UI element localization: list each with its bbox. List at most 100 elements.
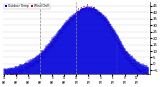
Point bbox=[50, 44, 52, 46]
Point bbox=[51, 45, 54, 46]
Point bbox=[124, 55, 126, 56]
Point bbox=[66, 23, 69, 24]
Point bbox=[113, 40, 116, 41]
Point bbox=[41, 55, 44, 57]
Point bbox=[23, 66, 26, 68]
Point bbox=[36, 60, 38, 61]
Point bbox=[110, 29, 113, 31]
Point bbox=[92, 7, 95, 9]
Point bbox=[20, 72, 23, 74]
Point bbox=[40, 53, 43, 54]
Point bbox=[125, 58, 128, 59]
Point bbox=[28, 63, 31, 64]
Point bbox=[111, 30, 113, 31]
Point bbox=[71, 17, 74, 18]
Point bbox=[145, 74, 148, 76]
Point bbox=[75, 15, 77, 16]
Point bbox=[30, 64, 32, 65]
Point bbox=[61, 29, 64, 31]
Point bbox=[28, 64, 31, 65]
Point bbox=[14, 73, 17, 75]
Point bbox=[122, 52, 125, 53]
Point bbox=[33, 61, 36, 62]
Point bbox=[77, 13, 80, 14]
Point bbox=[136, 69, 138, 70]
Point bbox=[145, 76, 148, 77]
Point bbox=[29, 64, 31, 66]
Point bbox=[20, 70, 23, 71]
Point bbox=[6, 74, 8, 75]
Point bbox=[44, 50, 47, 51]
Point bbox=[4, 74, 7, 76]
Point bbox=[138, 70, 140, 71]
Point bbox=[82, 5, 84, 7]
Point bbox=[100, 17, 102, 18]
Point bbox=[102, 18, 104, 20]
Point bbox=[135, 66, 138, 68]
Point bbox=[72, 14, 75, 16]
Point bbox=[6, 75, 9, 77]
Point bbox=[107, 23, 110, 25]
Point bbox=[26, 67, 28, 68]
Point bbox=[31, 65, 33, 67]
Point bbox=[83, 6, 85, 7]
Point bbox=[79, 9, 82, 10]
Point bbox=[78, 13, 81, 14]
Point bbox=[26, 63, 29, 64]
Point bbox=[83, 7, 86, 9]
Point bbox=[121, 50, 124, 51]
Point bbox=[138, 69, 140, 70]
Point bbox=[56, 36, 59, 37]
Point bbox=[86, 8, 88, 9]
Point bbox=[30, 62, 33, 64]
Point bbox=[56, 41, 59, 42]
Point bbox=[117, 39, 119, 41]
Point bbox=[61, 26, 64, 28]
Point bbox=[140, 70, 143, 72]
Point bbox=[72, 15, 74, 16]
Point bbox=[128, 61, 130, 62]
Point bbox=[78, 13, 80, 14]
Point bbox=[108, 26, 110, 28]
Point bbox=[137, 70, 140, 71]
Point bbox=[19, 68, 21, 70]
Point bbox=[136, 69, 139, 70]
Point bbox=[28, 67, 30, 68]
Point bbox=[50, 43, 53, 45]
Point bbox=[103, 17, 105, 18]
Point bbox=[105, 21, 108, 23]
Point bbox=[133, 65, 135, 66]
Point bbox=[70, 18, 73, 19]
Point bbox=[34, 61, 36, 63]
Point bbox=[41, 55, 44, 56]
Point bbox=[77, 7, 80, 9]
Point bbox=[4, 77, 7, 79]
Point bbox=[23, 66, 25, 67]
Point bbox=[29, 65, 32, 66]
Point bbox=[44, 50, 47, 52]
Point bbox=[100, 14, 102, 15]
Point bbox=[33, 64, 36, 66]
Point bbox=[145, 71, 147, 73]
Point bbox=[58, 33, 60, 35]
Point bbox=[90, 9, 93, 10]
Point bbox=[12, 73, 15, 75]
Point bbox=[49, 47, 52, 48]
Point bbox=[64, 26, 66, 27]
Point bbox=[88, 8, 91, 9]
Point bbox=[133, 66, 136, 67]
Point bbox=[142, 73, 145, 75]
Point bbox=[132, 63, 135, 64]
Point bbox=[146, 76, 148, 78]
Point bbox=[135, 67, 137, 68]
Point bbox=[139, 70, 141, 71]
Point bbox=[128, 59, 131, 61]
Point bbox=[48, 46, 51, 47]
Point bbox=[102, 16, 104, 18]
Point bbox=[109, 28, 112, 29]
Point bbox=[20, 71, 22, 72]
Point bbox=[87, 9, 89, 11]
Point bbox=[127, 58, 130, 60]
Point bbox=[137, 69, 140, 70]
Point bbox=[64, 25, 67, 26]
